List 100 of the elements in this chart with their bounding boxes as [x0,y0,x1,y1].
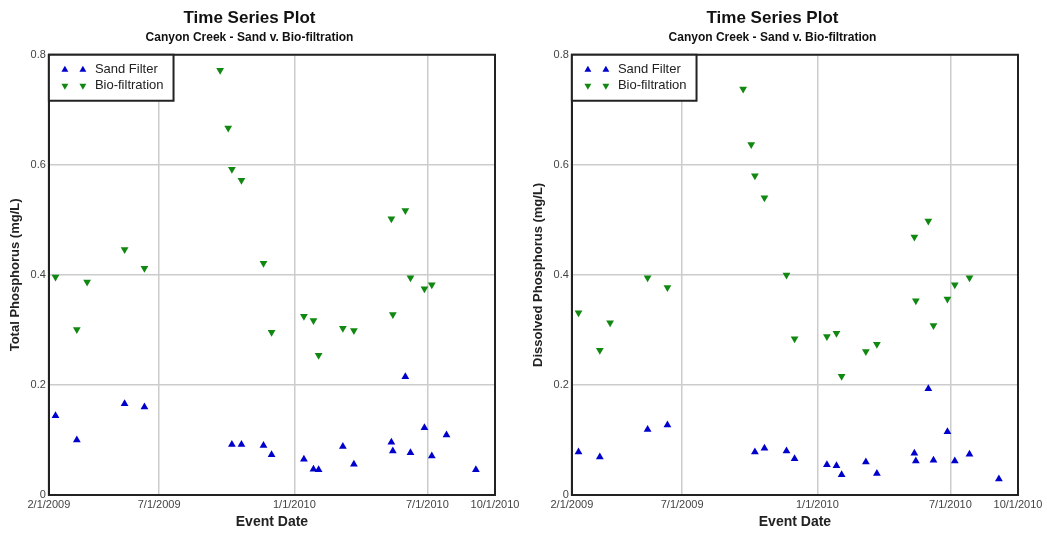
x-tick-label: 7/1/2010 [405,497,449,510]
point [929,323,938,331]
point [790,336,799,344]
point [823,334,831,342]
point [872,469,881,476]
chart-subtitle: Canyon Creek - Sand v. Bio-filtration [145,29,354,44]
y-axis-title: Dissolved Phosphorus (mg/L) [530,182,546,367]
point [994,474,1003,482]
x-tick-label: 1/1/2010 [272,497,316,510]
point [663,420,672,428]
point [314,465,323,472]
point [309,318,318,326]
point [120,247,129,255]
point [406,275,415,283]
point [388,312,397,320]
point [861,349,870,356]
point [832,330,841,338]
chart-title: Time Series Plot [183,7,316,27]
x-axis-title: Event Date [235,513,309,530]
point [140,266,149,273]
point [237,178,246,185]
point [782,446,791,454]
point [837,470,846,477]
point [300,313,308,321]
point [837,373,846,381]
point [872,341,881,349]
point [338,442,347,449]
point [349,328,358,335]
point [929,455,938,463]
x-tick-label: 10/1/2010 [993,497,1043,510]
point [943,296,952,304]
point [643,425,652,432]
legend-label: Sand Filter [617,61,682,77]
y-tick-label: 0.6 [553,157,569,170]
point [663,285,672,293]
point [338,326,347,333]
point [832,461,841,469]
point [965,449,974,457]
point [267,329,276,337]
point [750,447,759,455]
point [760,195,769,203]
y-tick-label: 0.6 [30,157,46,170]
x-tick-label: 7/1/2010 [928,497,972,510]
point [51,411,60,419]
point [259,261,268,268]
legend-label: Bio-filtration [617,77,687,93]
point [574,447,583,455]
point [401,372,410,379]
y-tick-label: 0.4 [30,267,46,280]
point [739,86,748,94]
point [442,430,451,438]
point [643,275,652,283]
point [924,218,933,226]
point [943,427,952,434]
point [72,435,81,443]
point [911,456,920,464]
point [83,279,92,287]
point [924,384,933,392]
x-tick-label: 7/1/2009 [137,497,181,510]
point [237,439,246,447]
chart-title: Time Series Plot [706,7,839,27]
x-tick-label: 7/1/2009 [660,497,704,510]
point [950,456,959,464]
point [420,286,429,294]
point [782,272,791,280]
point [140,402,149,410]
y-tick-label: 0.4 [553,267,569,280]
point [227,439,236,447]
y-tick-label: 0.2 [30,377,46,390]
point [259,440,268,448]
point [406,448,415,455]
point [471,465,480,472]
legend-label: Bio-filtration [94,77,164,93]
y-tick-label: 0.2 [553,377,569,390]
x-tick-label: 10/1/2010 [470,497,520,510]
legend-label: Sand Filter [94,61,159,77]
y-axis-title: Total Phosphorus (mg/L) [7,198,23,352]
point [401,208,410,216]
point [965,275,974,283]
x-axis-title: Event Date [758,513,832,530]
point [427,451,436,459]
point [72,327,81,334]
point [224,125,233,133]
point [314,352,323,360]
point [420,423,429,431]
point [861,457,870,465]
point [388,446,397,454]
point [790,454,799,461]
point [227,167,236,174]
y-tick-label: 0.8 [553,47,569,60]
point [595,348,604,355]
x-tick-label: 1/1/2010 [795,497,839,510]
point [51,274,60,282]
point [747,142,756,149]
point [595,452,604,460]
point [823,460,831,467]
y-tick-label: 0.8 [30,47,46,60]
chart-subtitle: Canyon Creek - Sand v. Bio-filtration [668,29,877,44]
point [267,450,276,458]
point [120,399,129,406]
